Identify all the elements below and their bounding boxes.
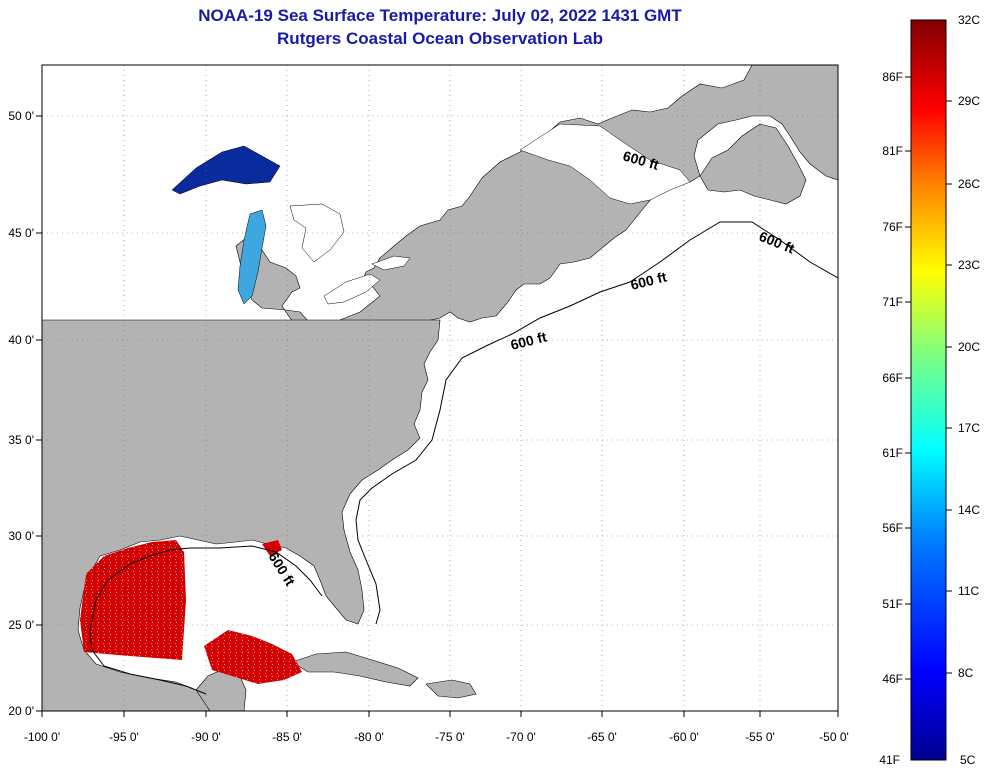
colorbar-fahrenheit-label: 66F <box>882 371 903 385</box>
lon-tick-label: -90 0' <box>191 730 221 744</box>
map-subtitle: Rutgers Coastal Ocean Observation Lab <box>277 29 603 48</box>
colorbar-celsius-label: 8C <box>958 666 974 680</box>
lon-tick-label: -80 0' <box>354 730 384 744</box>
colorbar-ticks <box>905 76 952 680</box>
lon-tick-label: -55 0' <box>745 730 775 744</box>
newfoundland-land <box>699 123 807 205</box>
depth-contour-600ft-gulf <box>89 545 323 695</box>
lon-tick-label: -75 0' <box>435 730 465 744</box>
temperature-colorbar <box>910 19 947 761</box>
colorbar-fahrenheit-label: 51F <box>882 597 903 611</box>
lat-tick-label: 45 0' <box>8 226 34 240</box>
lake-michigan <box>237 209 267 305</box>
lon-tick-label: -85 0' <box>272 730 302 744</box>
depth-contour-600ft <box>355 221 838 625</box>
map-title: NOAA-19 Sea Surface Temperature: July 02… <box>198 6 682 25</box>
gulf-sst-patch-small <box>262 540 282 556</box>
colorbar-fahrenheit-label: 76F <box>882 220 903 234</box>
colorbar-celsius-label: 20C <box>958 340 980 354</box>
lon-tick-label: -60 0' <box>669 730 699 744</box>
hispaniola-land <box>425 679 477 699</box>
lon-tick-label: -50 0' <box>819 730 849 744</box>
lat-tick-label: 30 0' <box>8 529 34 543</box>
lat-tick-label: 40 0' <box>8 333 34 347</box>
lake-superior <box>171 145 281 195</box>
colorbar-fahrenheit-label: 71F <box>882 295 903 309</box>
us-southeast-land <box>42 319 441 711</box>
colorbar-celsius-label: 32C <box>958 13 980 27</box>
lat-tick-label: 35 0' <box>8 433 34 447</box>
lat-tick-label: 50 0' <box>8 109 34 123</box>
colorbar-fahrenheit-label: 81F <box>882 144 903 158</box>
lat-tick-label: 25 0' <box>8 618 34 632</box>
axis-ticks <box>36 115 839 717</box>
lon-tick-label: -95 0' <box>109 730 139 744</box>
colorbar-celsius-label: 23C <box>958 258 980 272</box>
colorbar-celsius-label: 26C <box>958 177 980 191</box>
colorbar-fahrenheit-label: 86F <box>882 70 903 84</box>
colorbar-fahrenheit-label: 61F <box>882 446 903 460</box>
colorbar-celsius-label: 29C <box>958 94 980 108</box>
lat-tick-label: 20 0' <box>8 704 34 718</box>
cuba-land <box>291 651 419 687</box>
gulf-sst-patch-east <box>204 630 302 684</box>
gulf-st-lawrence <box>519 123 691 205</box>
colorbar-fahrenheit-label: 46F <box>882 672 903 686</box>
lon-tick-label: -100 0' <box>24 730 60 744</box>
colorbar-celsius-label: 14C <box>958 503 980 517</box>
map-frame <box>41 64 839 712</box>
lon-tick-label: -65 0' <box>587 730 617 744</box>
colorbar-celsius-label: 5C <box>960 753 976 767</box>
lon-tick-label: -70 0' <box>506 730 536 744</box>
colorbar-celsius-label: 11C <box>958 584 979 598</box>
colorbar-fahrenheit-label: 56F <box>882 521 903 535</box>
yucatan-land <box>195 667 247 711</box>
gulf-sst-warm-area <box>80 540 186 660</box>
colorbar-celsius-label: 17C <box>958 421 980 435</box>
lake-ontario <box>371 255 411 271</box>
lake-erie <box>323 273 381 305</box>
colorbar-fahrenheit-label: 41F <box>879 753 900 767</box>
